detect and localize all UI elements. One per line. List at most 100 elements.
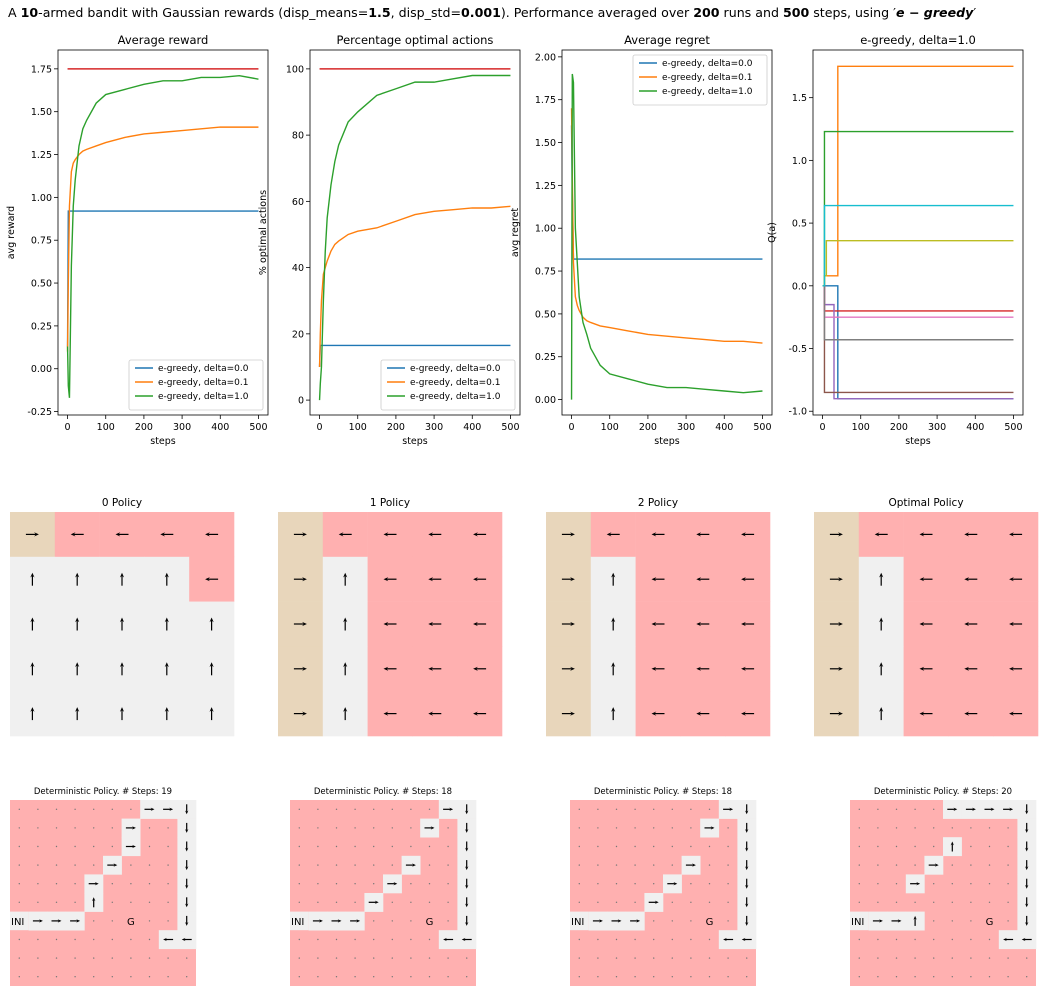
grid-dot [391,920,393,922]
grid-dot [746,976,748,978]
grid-dot [895,883,898,885]
grid-dot [970,864,972,866]
legend-label: e-greedy, delta=0.0 [662,59,753,69]
grid-dot [858,883,860,885]
grid-dot [1007,864,1009,866]
grid-dot [895,864,898,866]
path-grid: Deterministic Policy. # Steps: 18 INI G [290,787,477,986]
grid-dot [18,976,20,978]
arrow-head [132,844,136,849]
grid-dot [671,827,673,829]
arrow [704,826,715,830]
arrow-head [343,617,348,623]
grid-dot [858,901,860,903]
arrow [115,532,129,537]
grid-dot [317,957,319,959]
arrow [461,937,472,942]
arrow [1003,807,1014,811]
x-tick-label: 100 [349,422,367,433]
arrow [70,532,84,537]
grid-dot [410,938,412,941]
grid-dot [877,864,879,866]
arrow-head [163,937,167,942]
arrow [872,919,883,923]
grid-dot [354,976,356,978]
arrow [343,572,348,586]
grid-dot [391,901,393,903]
grid-dot [690,808,692,810]
arrow-head [428,577,434,582]
grid-dot [37,938,39,941]
arrow [696,711,710,716]
grid-dot [93,864,95,866]
grid-dot [111,976,114,978]
arrow-head [75,662,80,668]
grid-dot [615,883,618,885]
arrow [874,532,888,537]
arrow [745,841,749,852]
grid-dot [708,808,711,810]
policy-title: Optimal Policy [888,497,963,509]
grid-dot [615,957,618,959]
grid-dot [18,883,20,885]
arrow [51,919,62,923]
grid-dot [877,957,879,959]
arrow [696,666,710,671]
y-axis-label: Q(a) [767,222,778,243]
legend-label: e-greedy, delta=1.0 [410,392,501,402]
grid-dot [578,883,580,885]
arrow [75,707,80,721]
grid-dot [727,827,729,829]
grid-dot [373,976,375,978]
grid-dot [74,883,76,885]
arrow-head [741,711,746,716]
grid-dot [653,808,655,810]
arrow-head [160,532,166,537]
arrow [611,707,616,721]
grid-dot [55,883,58,885]
legend-box [128,359,264,411]
grid-dot [37,883,39,885]
grid-dot [373,864,375,866]
grid-dot [148,864,151,866]
arrow-head [1009,577,1014,582]
arrow-head [729,807,734,811]
grid-dot [167,957,169,959]
arrow-head [696,577,702,582]
grid-dot [895,808,898,810]
grid-dot [410,901,412,903]
grid-dot [858,808,860,810]
grid-dot [951,957,953,959]
grid-dot [55,976,58,978]
arrow-head [745,884,749,889]
grid-dot [746,957,748,959]
y-tick-label: 0.00 [31,364,52,375]
arrow-head [119,572,125,578]
grid-dot [167,976,169,978]
x-tick-label: 400 [463,422,481,433]
grid-dot [727,976,729,978]
arrow-head [874,532,880,537]
y-axis-label: avg regret [510,208,521,258]
arrow-head [428,666,434,671]
x-tick-label: 200 [639,422,657,433]
arrow [428,621,442,627]
arrow-head [185,829,189,833]
policy-grid: 0 Policy [10,497,235,737]
arrow-head [673,882,678,886]
grid-dot [18,827,20,829]
grid-dot [93,957,95,959]
arrow [964,577,978,582]
series-line [66,210,259,347]
arrow [331,919,342,923]
arrow [919,621,933,627]
arrow-head [838,532,843,537]
grid-dot [671,864,673,866]
arrow [473,666,487,671]
arrow-head [75,617,80,623]
x-tick-label: 300 [173,422,191,433]
arrow [1025,822,1029,833]
title-segment: runs and [720,5,783,20]
